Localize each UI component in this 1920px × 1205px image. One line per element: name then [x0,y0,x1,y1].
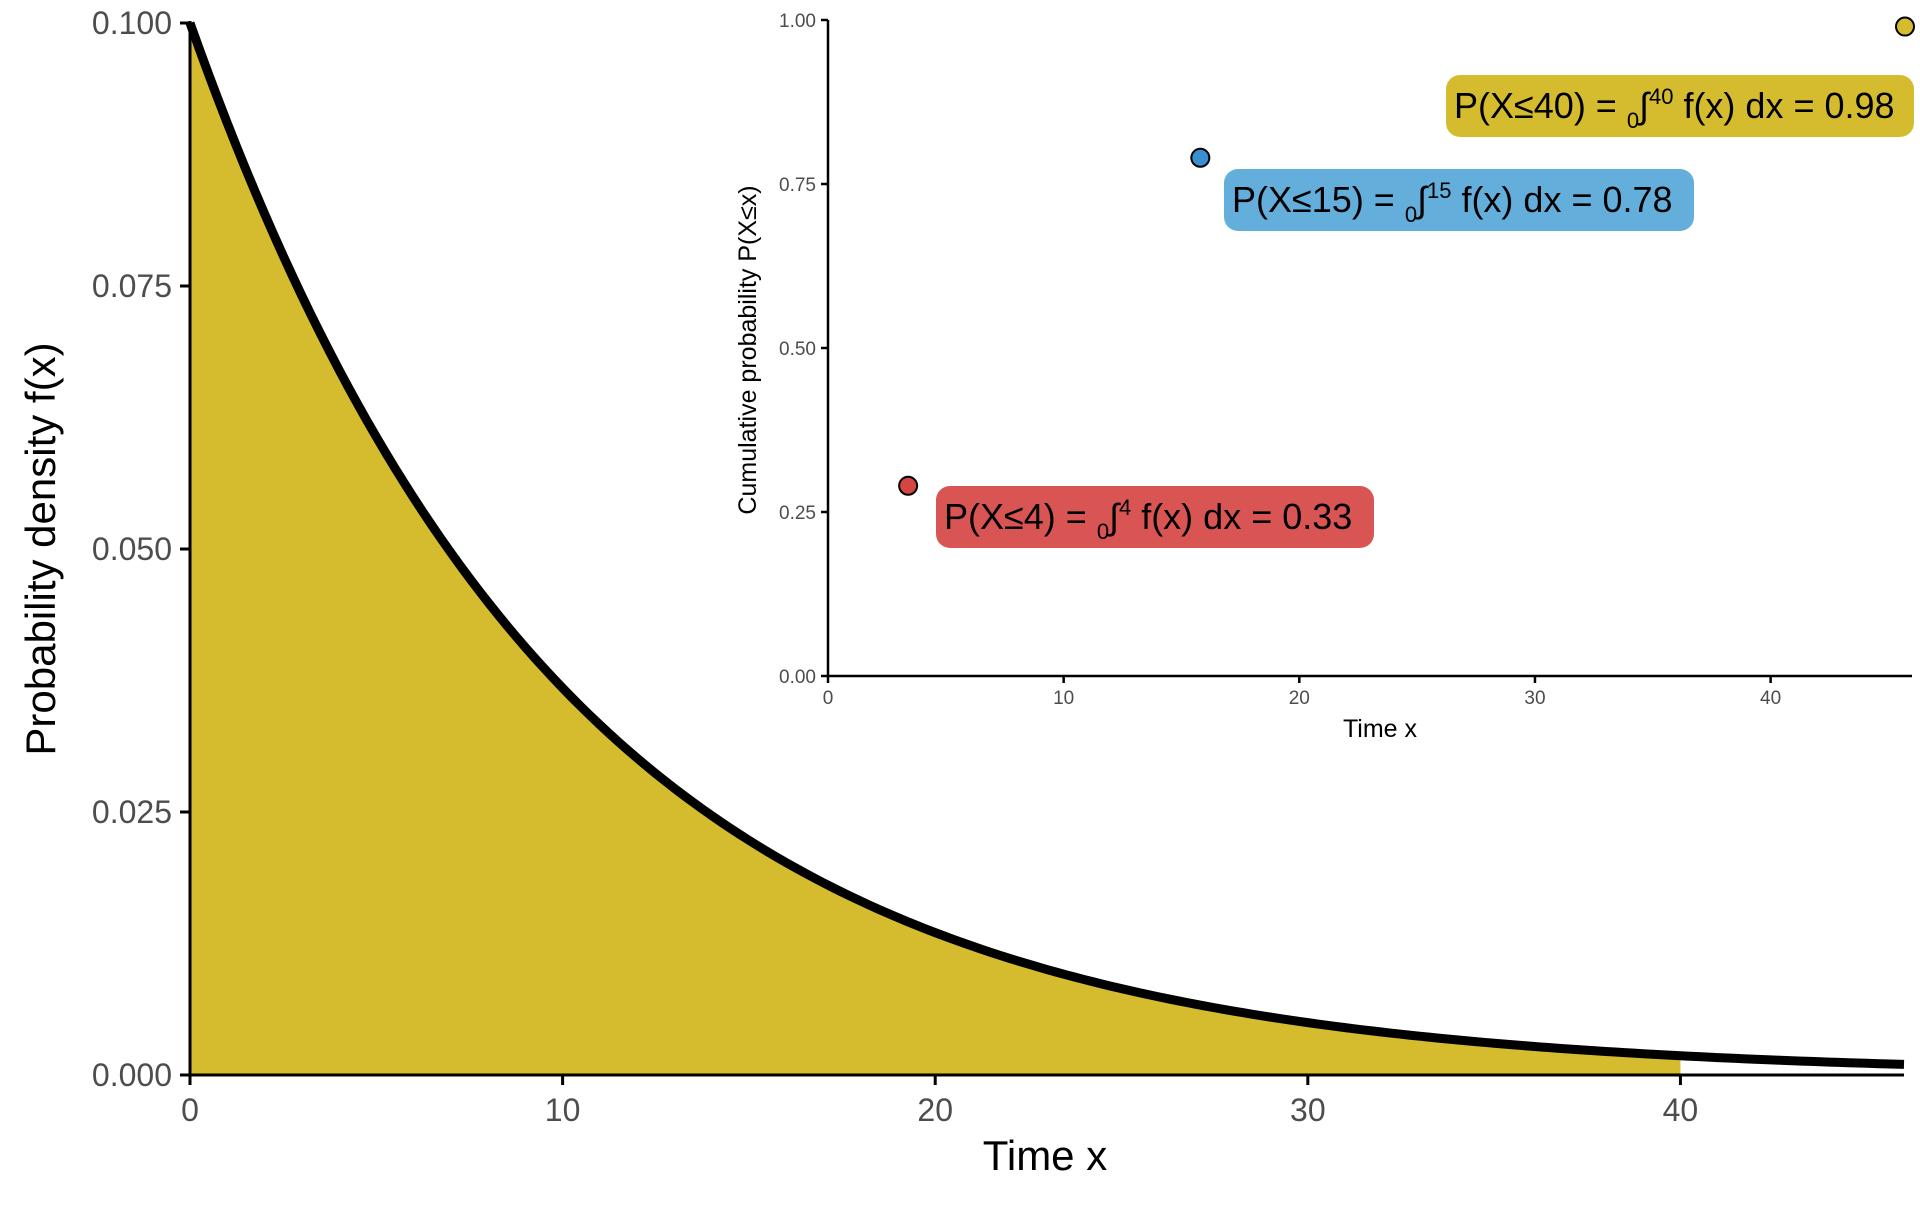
cdf-label-part: 15 [1427,178,1451,203]
cdf-label-box [1446,75,1914,137]
cdf-label-part: 0 [1627,108,1639,133]
cdf-label-part: ∫ [1637,85,1651,126]
main-x-axis-title: Time x [983,1132,1107,1179]
cdf-point [1190,147,1211,168]
inset-x-tick-label: 0 [823,688,834,709]
main-y-tick-label: 0.025 [92,794,172,830]
cdf-label-part: f(x) dx = 0.98 [1673,85,1894,126]
cdf-label-part: f(x) dx = 0.33 [1131,496,1352,537]
cdf-label-text: P(X≤40) = 0∫40 f(x) dx = 0.98 [1454,84,1895,133]
inset-x-tick-label: 10 [1053,688,1074,709]
cdf-point [1895,16,1915,37]
cdf-label-part: f(x) dx = 0.78 [1451,179,1672,220]
cdf-label-part: 0 [1097,519,1109,544]
inset-y-tick-label: 0.50 [779,339,816,360]
cdf-label-part: 40 [1649,84,1673,109]
cdf-label-box [1224,169,1694,231]
inset-x-tick-label: 20 [1289,688,1310,709]
inset-x-tick-label: 30 [1524,688,1545,709]
cdf-label: P(X≤4) = 0∫4 f(x) dx = 0.33 [936,486,1374,548]
inset-y-axis-title: Cumulative probability P(X≤x) [734,185,762,514]
inset-y-tick-label: 0.75 [779,175,816,196]
cdf-point [898,475,919,496]
main-y-axis-title: Probability density f(x) [17,342,64,755]
inset-x-tick-label: 40 [1760,688,1781,709]
cdf-label-part: P(X≤15) = [1232,179,1405,220]
main-y-tick-label: 0.075 [92,268,172,304]
cdf-label-text: P(X≤4) = 0∫4 f(x) dx = 0.33 [944,495,1352,544]
main-y-tick-label: 0.000 [92,1057,172,1093]
main-y-tick-label: 0.100 [92,5,172,41]
inset-x-axis-title: Time x [1343,715,1418,743]
main-x-tick-label: 10 [545,1092,581,1128]
cdf-label-text: P(X≤15) = 0∫15 f(x) dx = 0.78 [1232,178,1673,227]
cdf-label-part: P(X≤40) = [1454,85,1627,126]
main-x-tick-label: 0 [181,1092,199,1128]
main-x-tick-label: 20 [917,1092,953,1128]
inset-y-tick-label: 0.00 [779,667,816,688]
density-curve [185,21,1905,1069]
cdf-label-part: P(X≤4) = [944,496,1097,537]
cdf-label: P(X≤40) = 0∫40 f(x) dx = 0.98 [1446,75,1914,137]
cdf-label-part: ∫ [1415,179,1429,220]
cdf-label-part: 0 [1405,202,1417,227]
density-shaded-area [190,23,1681,1075]
cdf-label-box [936,486,1374,548]
cdf-label-part: ∫ [1107,496,1121,537]
inset-y-tick-label: 1.00 [779,11,816,32]
main-x-tick-label: 40 [1663,1092,1699,1128]
cdf-label: P(X≤15) = 0∫15 f(x) dx = 0.78 [1224,169,1694,231]
main-x-tick-label: 30 [1290,1092,1326,1128]
inset-y-tick-label: 0.25 [779,503,816,524]
main-y-tick-label: 0.050 [92,531,172,567]
cdf-label-part: 4 [1119,495,1131,520]
